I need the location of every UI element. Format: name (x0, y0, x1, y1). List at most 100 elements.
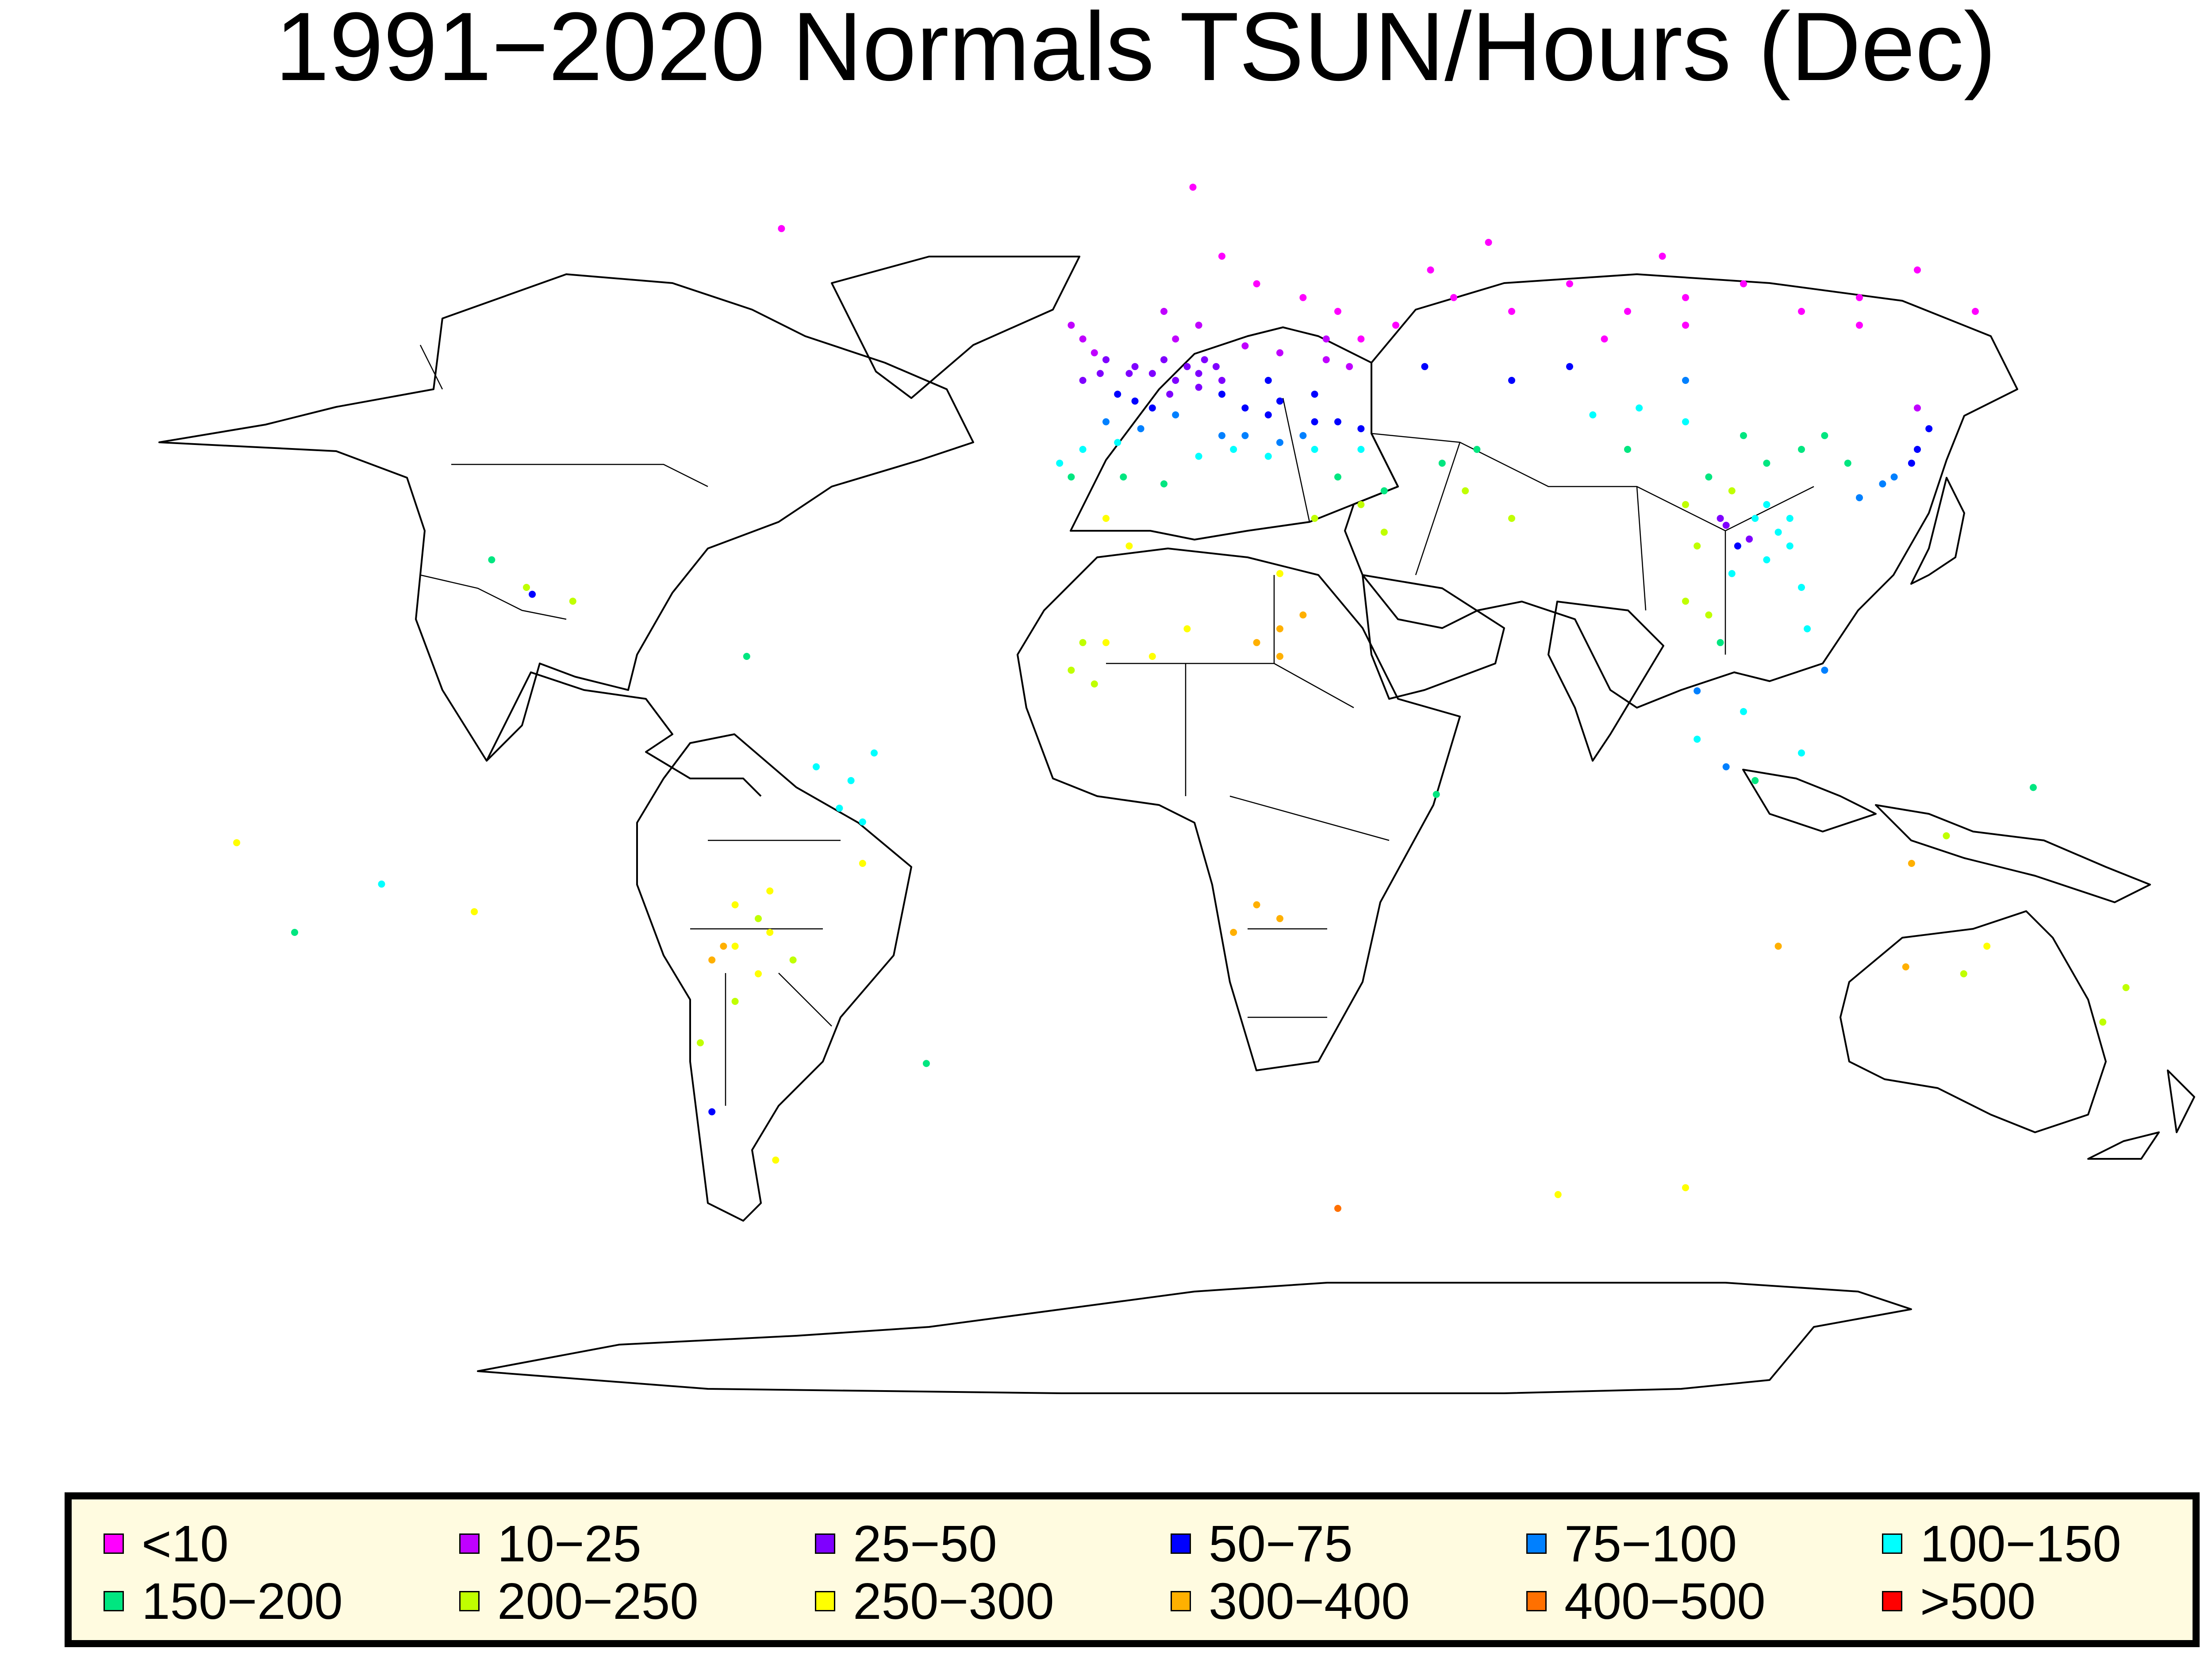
station-marker (1717, 515, 1724, 522)
station-marker (789, 956, 797, 964)
legend-item: 10−25 (459, 1517, 641, 1570)
new-zealand-outline (2087, 1070, 2195, 1160)
station-marker (1334, 418, 1341, 426)
station-marker (1276, 653, 1283, 660)
station-marker (1189, 184, 1197, 191)
station-marker (1624, 446, 1631, 453)
station-marker (1195, 370, 1202, 377)
legend-item: <10 (104, 1517, 229, 1570)
station-marker (1717, 639, 1724, 646)
station-marker (233, 839, 240, 847)
station-marker (1751, 777, 1759, 784)
station-marker (471, 908, 478, 916)
station-marker (1172, 411, 1179, 418)
legend-item: 400−500 (1526, 1575, 1766, 1628)
station-marker (1589, 411, 1597, 418)
legend-label: <10 (142, 1515, 229, 1572)
legend-label: 200−250 (497, 1572, 699, 1630)
station-marker (1166, 391, 1174, 398)
station-marker (1774, 529, 1782, 536)
station-marker (720, 943, 727, 950)
station-marker (871, 749, 878, 757)
station-marker (1253, 280, 1260, 288)
europe-outline (1070, 326, 1399, 540)
station-marker (1902, 963, 1909, 970)
station-marker (1438, 460, 1446, 467)
station-marker (378, 880, 385, 888)
legend-swatch (1882, 1533, 1902, 1554)
legend-label: 75−100 (1564, 1515, 1737, 1572)
station-marker (1212, 363, 1220, 370)
station-marker (1357, 425, 1365, 433)
station-marker (1380, 529, 1388, 536)
station-marker (529, 590, 536, 598)
legend-swatch (104, 1533, 124, 1554)
station-marker (523, 584, 530, 591)
station-marker (1786, 542, 1793, 550)
station-marker (1276, 349, 1283, 356)
station-marker (1659, 253, 1666, 260)
station-marker (1508, 308, 1515, 315)
india-outline (1548, 601, 1664, 762)
station-marker (1746, 535, 1753, 543)
north-america-outline (158, 273, 974, 762)
station-marker (1230, 446, 1237, 453)
arabia-outline (1362, 574, 1505, 700)
station-marker (1299, 611, 1307, 619)
station-marker (1728, 487, 1736, 494)
legend-swatch (1526, 1591, 1547, 1611)
legend: <10 10−25 25−50 50−75 75−100 100−150 150… (65, 1492, 2200, 1647)
us-canada-border (451, 464, 708, 487)
station-marker (1694, 542, 1701, 550)
station-marker (1798, 749, 1805, 757)
us-mexico-border (420, 574, 567, 620)
legend-label: >500 (1920, 1572, 2036, 1630)
legend-swatch (815, 1591, 835, 1611)
station-marker (1890, 473, 1898, 481)
legend-item: 150−200 (104, 1575, 343, 1628)
station-marker (1566, 363, 1573, 370)
station-marker (1120, 473, 1127, 481)
station-marker (1160, 480, 1167, 487)
station-marker (1096, 370, 1104, 377)
station-marker (1311, 418, 1318, 426)
station-marker (708, 956, 716, 964)
station-marker (1125, 370, 1133, 377)
station-marker (1914, 446, 1921, 453)
station-marker (1432, 791, 1440, 798)
legend-swatch (1171, 1533, 1191, 1554)
station-marker (859, 860, 866, 867)
legend-item: 75−100 (1526, 1517, 1737, 1570)
station-marker (836, 805, 843, 812)
station-marker (1682, 501, 1689, 508)
station-marker (1218, 253, 1225, 260)
station-marker (1914, 404, 1921, 412)
station-marker (1299, 432, 1307, 439)
station-marker (1908, 860, 1915, 867)
station-marker (1508, 515, 1515, 522)
station-marker (1195, 322, 1202, 329)
station-marker (1131, 363, 1139, 370)
station-marker (291, 929, 298, 936)
asia-outline (1344, 273, 2018, 709)
station-marker (1183, 363, 1191, 370)
station-marker (859, 818, 866, 826)
station-marker (1253, 901, 1260, 908)
legend-label: 50−75 (1209, 1515, 1353, 1572)
station-marker (1311, 446, 1318, 453)
station-marker (1682, 377, 1689, 384)
station-marker (1276, 625, 1283, 632)
central-america-outline (486, 671, 762, 797)
station-marker (708, 1108, 716, 1116)
station-marker (1056, 460, 1064, 467)
station-marker (1856, 322, 1863, 329)
station-marker (1421, 363, 1429, 370)
station-marker (813, 763, 820, 770)
station-marker (1230, 929, 1237, 936)
legend-label: 25−50 (853, 1515, 997, 1572)
legend-swatch (459, 1533, 480, 1554)
station-marker (778, 225, 785, 232)
world-map (158, 184, 2195, 1394)
station-marker (1566, 280, 1573, 288)
coastlines (158, 256, 2195, 1394)
